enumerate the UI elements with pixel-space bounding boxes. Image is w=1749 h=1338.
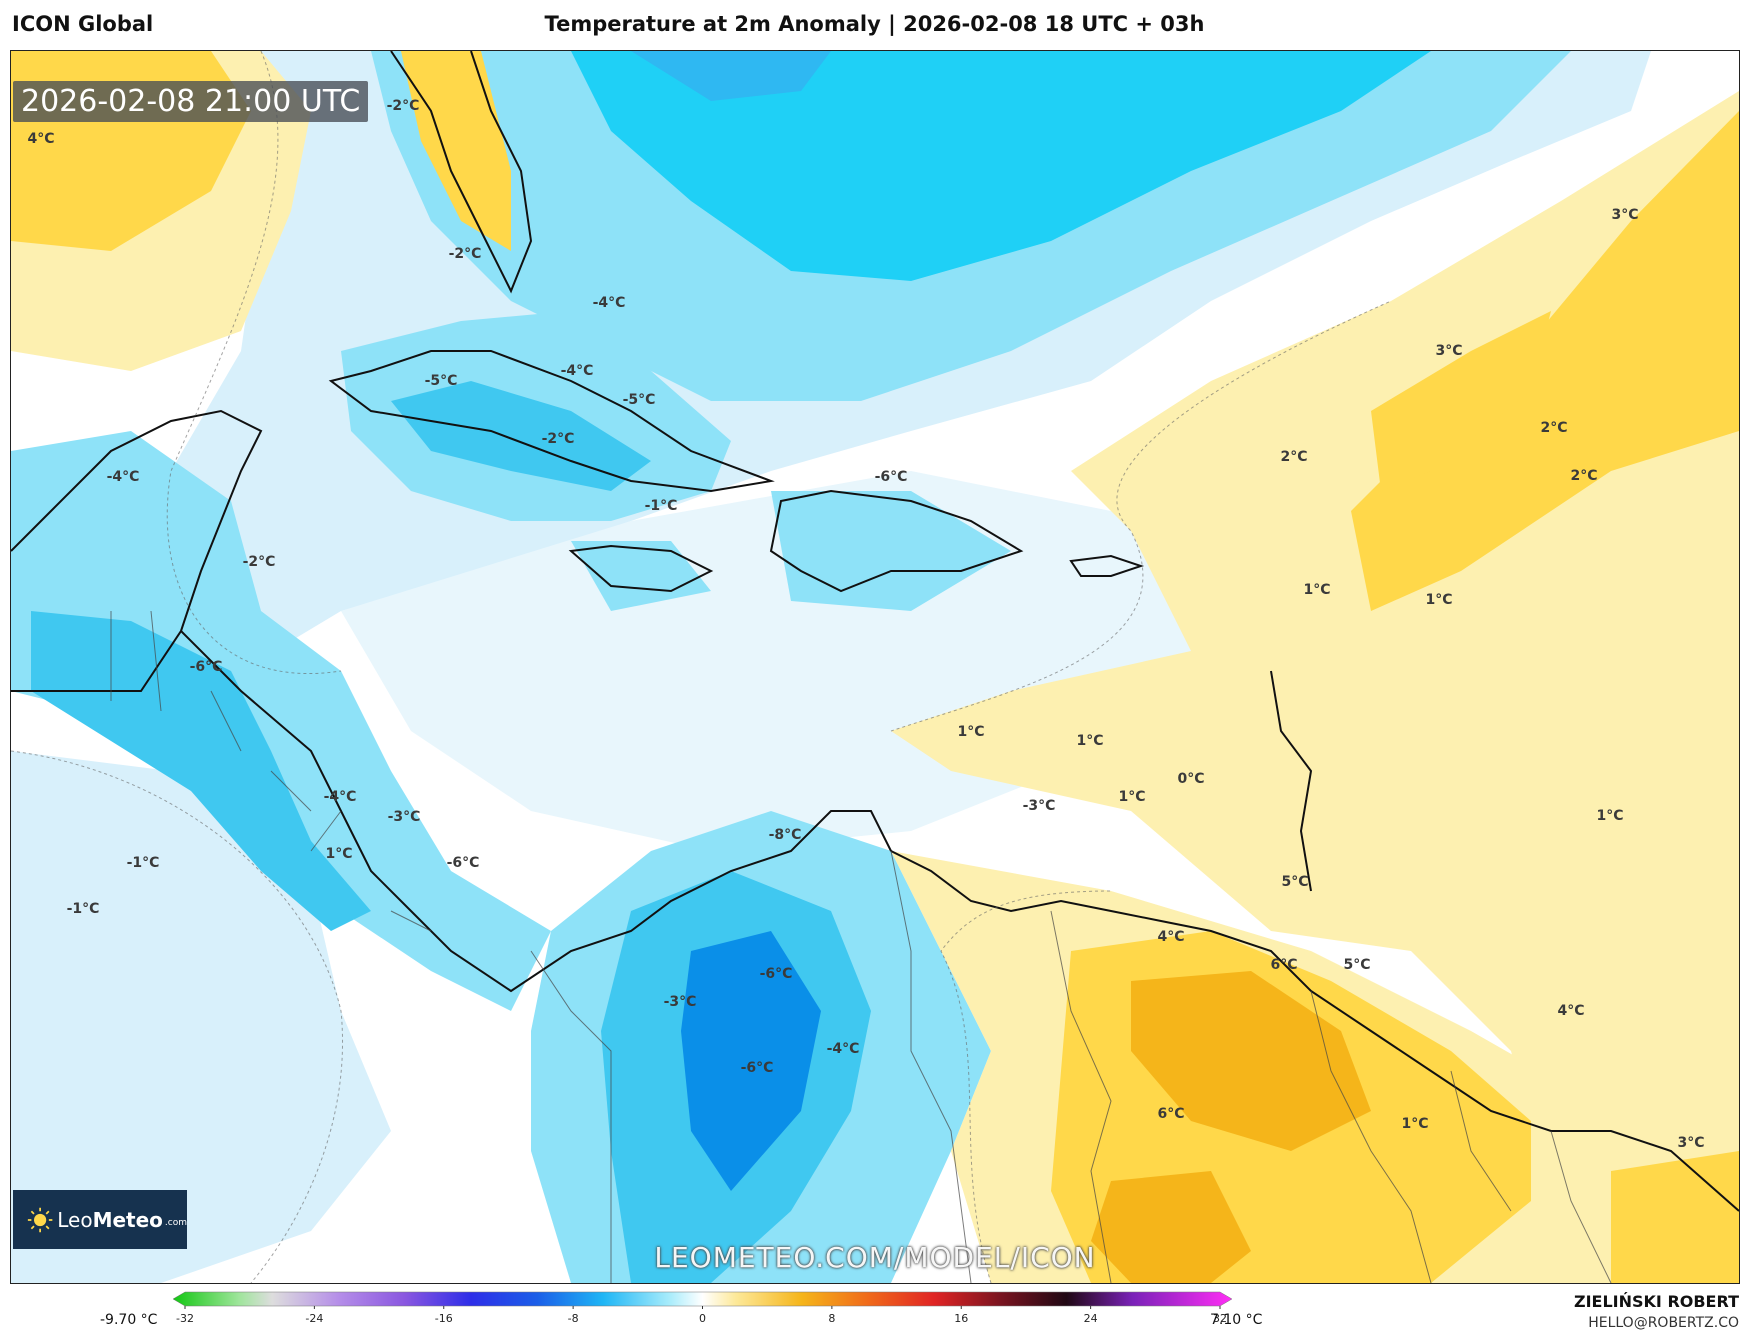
contour-label: 2°C <box>1540 420 1568 436</box>
contour-label: 6°C <box>1270 957 1298 973</box>
colorbar-tick-label: -16 <box>435 1312 453 1325</box>
sun-icon <box>27 1207 53 1232</box>
colorbar-tick-label: 24 <box>1084 1312 1098 1325</box>
author-block: ZIELIŃSKI ROBERT HELLO@ROBERTZ.CO <box>1574 1292 1739 1331</box>
anomaly-area-orange-atlantic-2 <box>1371 311 1551 491</box>
colorbar-tick-label: 0 <box>699 1312 706 1325</box>
contour-label: 3°C <box>1435 343 1463 359</box>
contour-label: 4°C <box>27 131 55 147</box>
colorbar-tick-label: -24 <box>305 1312 323 1325</box>
valid-time-stamp: 2026-02-08 21:00 UTC <box>13 81 369 122</box>
colorbar-tick-label: 32 <box>1213 1312 1227 1325</box>
contour-label: -4°C <box>106 469 140 485</box>
contour-label: 3°C <box>1677 1135 1705 1151</box>
contour-label: -1°C <box>126 855 160 871</box>
contour-label: -6°C <box>189 659 223 675</box>
contour-label: 1°C <box>325 846 353 862</box>
contour-label: -4°C <box>826 1041 860 1057</box>
contour-label: 1°C <box>1076 733 1104 749</box>
colorbar: -32 -24 -16 -8 0 8 16 24 32 <box>172 1291 1233 1325</box>
anomaly-area-cyan-cuba <box>391 381 651 491</box>
contour-label: -3°C <box>1022 798 1056 814</box>
contour-label: 3°C <box>1611 207 1639 223</box>
contour-label: -6°C <box>740 1060 774 1076</box>
contour-label: -2°C <box>448 246 482 262</box>
contour-label: -8°C <box>768 827 802 843</box>
model-name: ICON Global <box>12 12 154 36</box>
contour-label: 5°C <box>1281 874 1309 890</box>
colorbar-min-label: -9.70 °C <box>100 1312 158 1328</box>
contour-label: -4°C <box>560 363 594 379</box>
contour-label: 1°C <box>1425 592 1453 608</box>
contour-label: 5°C <box>1343 957 1371 973</box>
anomaly-area-blue-hispaniola <box>771 491 1011 611</box>
footer: -9.70 °C -32 -24 -16 -8 0 8 16 24 32 7.10 °C ZIE… <box>0 1282 1749 1338</box>
contour-label: 4°C <box>1557 1003 1585 1019</box>
contour-label: 1°C <box>1303 582 1331 598</box>
contour-label: -2°C <box>242 554 276 570</box>
anomaly-area-blue-central-america <box>11 431 551 1011</box>
contour-label: 1°C <box>1401 1116 1429 1132</box>
contour-label: -6°C <box>874 469 908 485</box>
anomaly-map: 2026-02-08 21:00 UTC 4°C -2°C -2°C -4°C … <box>10 50 1740 1284</box>
anomaly-area-orange-atlantic <box>1351 111 1739 611</box>
colorbar-gradient <box>172 1291 1233 1307</box>
logo-suffix: .com <box>164 1217 187 1228</box>
colorbar-tick-label: 16 <box>954 1312 968 1325</box>
contour-label: -4°C <box>592 295 626 311</box>
contour-label: -2°C <box>386 98 420 114</box>
contour-label: 4°C <box>1157 929 1185 945</box>
contour-label: -4°C <box>323 789 357 805</box>
contour-label: 1°C <box>1118 789 1146 805</box>
anomaly-area-deep-blue-colombia <box>681 931 821 1191</box>
contour-label: 1°C <box>957 724 985 740</box>
coastlines <box>11 51 1739 1212</box>
anomaly-field <box>11 51 1739 1283</box>
header: ICON Global Temperature at 2m Anomaly | … <box>0 0 1749 50</box>
anomaly-area-blue-jamaica <box>571 541 711 611</box>
contour-label: 2°C <box>1280 449 1308 465</box>
contour-label: -1°C <box>644 498 678 514</box>
contour-label: -6°C <box>759 966 793 982</box>
colorbar-tick-label: -32 <box>176 1312 194 1325</box>
contour-label: -5°C <box>622 392 656 408</box>
anomaly-area-deep-blue-north <box>631 51 831 101</box>
anomaly-area-yellow-florida <box>401 51 511 251</box>
contour-label: -3°C <box>663 994 697 1010</box>
country-borders <box>110 610 1612 1283</box>
map-title: Temperature at 2m Anomaly | 2026-02-08 1… <box>544 12 1205 36</box>
author-email: HELLO@ROBERTZ.CO <box>1588 1315 1739 1331</box>
contour-label: 1°C <box>1596 808 1624 824</box>
leometeo-logo[interactable]: LeoMeteo .com <box>13 1190 187 1249</box>
contour-label: -1°C <box>66 901 100 917</box>
zero-contours <box>11 51 1392 1283</box>
watermark-url: LEOMETEO.COM/MODEL/ICON <box>654 1241 1096 1274</box>
contour-label: -6°C <box>446 855 480 871</box>
colorbar-max-label: 7.10 °C <box>1210 1312 1263 1328</box>
contour-label: -2°C <box>541 431 575 447</box>
contour-label: -3°C <box>387 809 421 825</box>
anomaly-area-deep-orange-south <box>1091 1171 1251 1283</box>
colorbar-tick-label: 8 <box>828 1312 835 1325</box>
contour-label: 2°C <box>1570 468 1598 484</box>
colorbar-tick-label: -8 <box>568 1312 579 1325</box>
anomaly-area-cyan-north <box>571 51 1431 281</box>
anomaly-area-deep-orange-south-america <box>1131 971 1371 1151</box>
contour-label: 6°C <box>1157 1106 1185 1122</box>
contour-label: 0°C <box>1177 771 1205 787</box>
logo-text: LeoMeteo <box>57 1207 163 1232</box>
author-name: ZIELIŃSKI ROBERT <box>1573 1292 1739 1311</box>
contour-label: -5°C <box>424 373 458 389</box>
